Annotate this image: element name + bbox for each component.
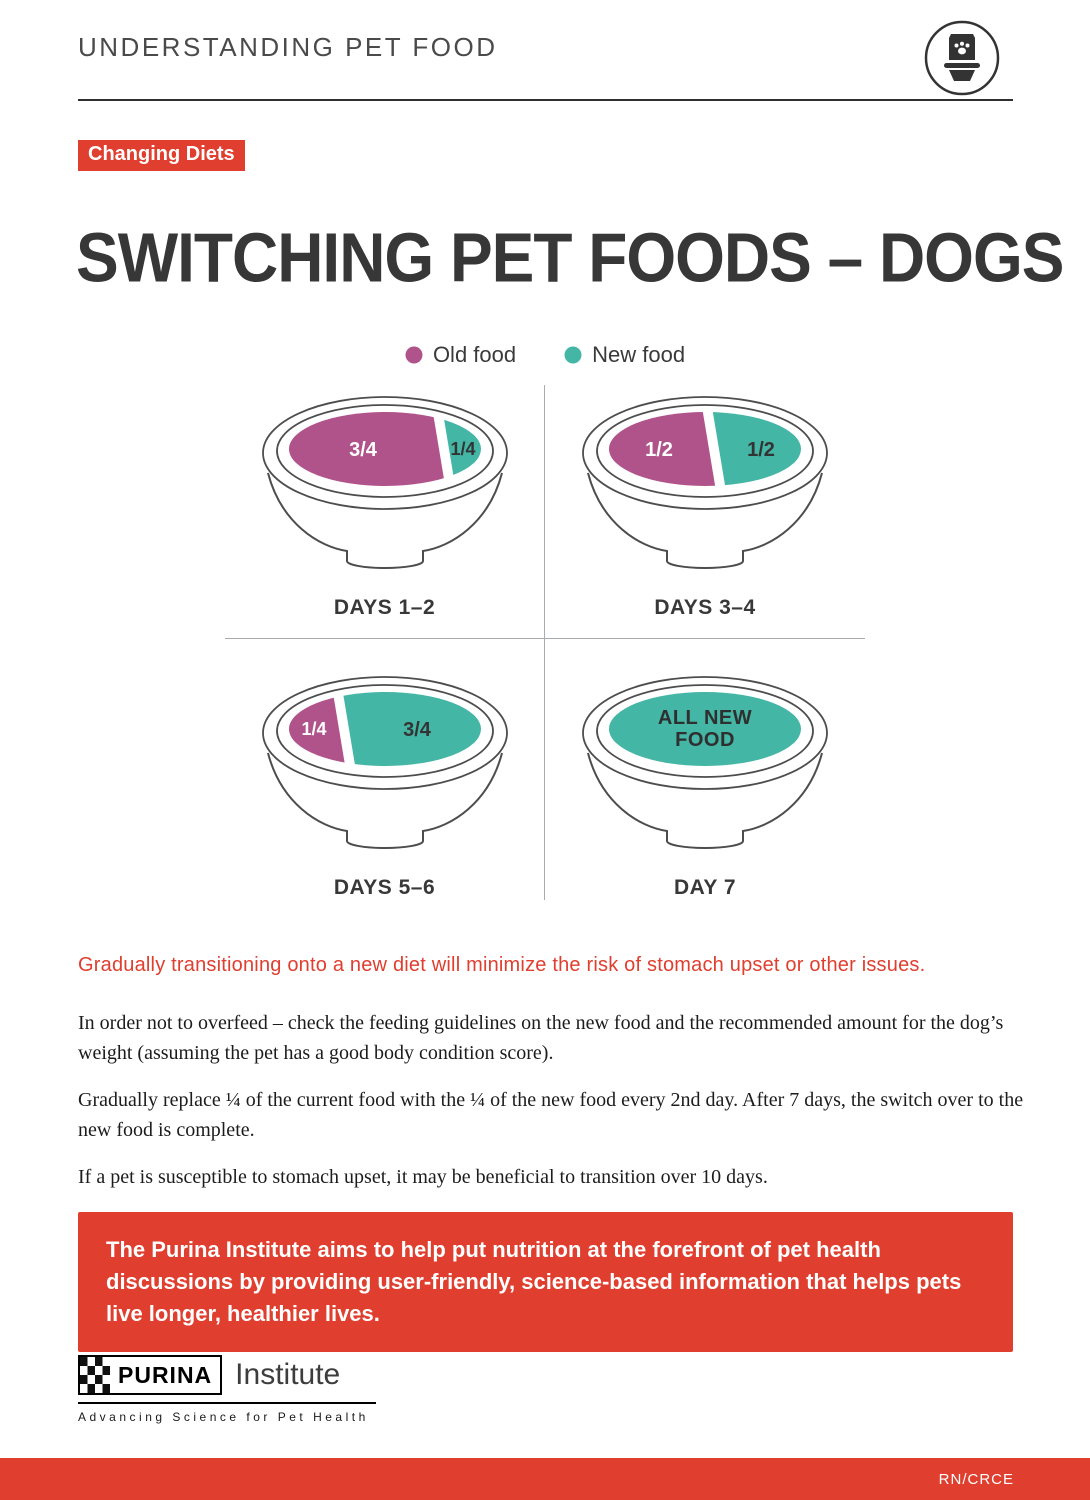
bowl-days-1-2: 3/4 1/4 DAYS 1–2: [225, 385, 545, 639]
logo-tagline: Advancing Science for Pet Health: [78, 1410, 369, 1424]
bowl-caption: DAYS 3–4: [654, 596, 756, 619]
new-food-dot-icon: [564, 346, 582, 364]
new-food-portion: [440, 412, 481, 486]
institute-label: Institute: [235, 1358, 341, 1391]
purina-brand-text: PURINA: [118, 1361, 213, 1388]
purina-checkerboard-icon: [80, 1357, 110, 1393]
body-copy: In order not to overfeed – check the fee…: [78, 1008, 1028, 1208]
pet-food-bag-icon: [922, 18, 1002, 103]
new-food-portion: [609, 692, 801, 766]
info-banner: The Purina Institute aims to help put nu…: [78, 1212, 1013, 1352]
highlight-text: Gradually transitioning onto a new diet …: [78, 954, 926, 976]
header-divider-rule: [78, 99, 1013, 101]
old-portion-label: 3/4: [349, 439, 378, 461]
bowl-days-3-4: 1/2 1/2 DAYS 3–4: [545, 385, 865, 639]
legend-item-new-food: New food: [564, 342, 685, 368]
footer-bar: RN/CRCE: [0, 1458, 1090, 1500]
old-portion-label: 1/2: [645, 439, 673, 461]
old-food-dot-icon: [405, 346, 423, 364]
legend-item-old-food: Old food: [405, 342, 516, 368]
legend: Old food New food: [0, 342, 1090, 368]
all-new-food-label-line1: ALL NEW: [658, 707, 752, 729]
bowl-caption: DAYS 1–2: [333, 596, 436, 619]
bowl-icon: 1/4 3/4: [261, 676, 508, 849]
bowl-icon: 1/2 1/2: [582, 396, 828, 569]
bowl-caption: DAYS 5–6: [333, 876, 436, 899]
purina-institute-logo: PURINA Institute Advancing Science for P…: [78, 1355, 376, 1424]
bowl-day-7: ALL NEW FOOD DAY 7: [545, 639, 865, 900]
legend-old-label: Old food: [432, 342, 517, 367]
logo-tagline-rule: Advancing Science for Pet Health: [78, 1402, 376, 1424]
header-title: UNDERSTANDING PET FOOD: [78, 32, 498, 62]
bowl-caption: DAY 7: [673, 876, 737, 899]
body-paragraph-2: Gradually replace ¼ of the current food …: [78, 1088, 1024, 1142]
old-portion-label: 1/4: [301, 719, 326, 739]
bowl-icon: 3/4 1/4: [261, 396, 508, 569]
page-title: SWITCHING PET FOODS – DOGS: [76, 219, 1064, 297]
bowl-icon: ALL NEW FOOD: [582, 676, 828, 849]
new-food-portion: [340, 692, 481, 766]
all-new-food-label-line2: FOOD: [675, 729, 735, 751]
old-food-portion: [288, 412, 447, 486]
bowl-grid: 3/4 1/4 DAYS 1–2 1/2 1/2 DAYS 3–4: [225, 385, 865, 900]
body-paragraph-1: In order not to overfeed – check the fee…: [78, 1012, 1004, 1065]
body-paragraph-3: If a pet is susceptible to stomach upset…: [78, 1165, 768, 1188]
footer-code: RN/CRCE: [938, 1470, 1014, 1488]
legend-new-label: New food: [592, 342, 686, 367]
changing-diets-badge: Changing Diets: [78, 140, 245, 171]
new-portion-label: 1/2: [747, 439, 775, 461]
new-portion-label: 1/4: [450, 439, 475, 459]
new-portion-label: 3/4: [403, 719, 432, 741]
bowl-days-5-6: 1/4 3/4 DAYS 5–6: [225, 639, 545, 900]
purina-wordmark: PURINA: [78, 1355, 223, 1395]
